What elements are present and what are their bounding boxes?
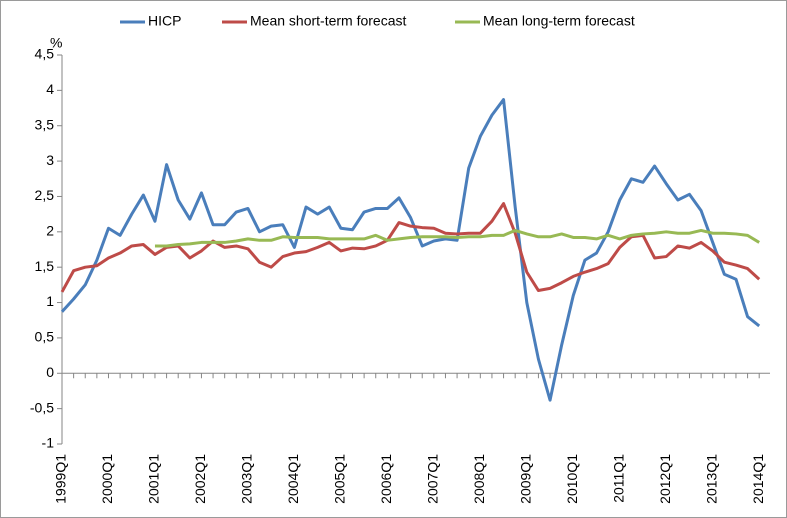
x-tick-label: 2009Q1 <box>518 454 534 504</box>
x-tick-label: 2007Q1 <box>425 454 441 504</box>
y-tick-label: 0 <box>46 364 54 380</box>
y-tick-label: 1 <box>46 293 54 309</box>
legend-label: Mean long-term forecast <box>483 13 635 29</box>
x-tick-label: 2000Q1 <box>99 454 115 504</box>
y-tick-label: -0,5 <box>30 399 54 415</box>
y-tick-label: 4,5 <box>35 46 55 62</box>
y-tick-label: 2,5 <box>35 187 55 203</box>
y-tick-label: 3 <box>46 152 54 168</box>
x-tick-label: 2010Q1 <box>564 454 580 504</box>
x-tick-label: 1999Q1 <box>53 454 69 504</box>
series-line <box>154 228 760 248</box>
y-tick-label: 0,5 <box>35 329 55 345</box>
x-tick-label: 2008Q1 <box>471 454 487 504</box>
x-tick-label: 2006Q1 <box>378 454 394 504</box>
y-tick-label: 4 <box>46 81 54 97</box>
x-tick-label: 2014Q1 <box>750 454 766 504</box>
x-tick-label: 2012Q1 <box>657 454 673 504</box>
x-tick-label: 2004Q1 <box>285 454 301 504</box>
y-axis-label: % <box>50 35 62 51</box>
x-tick-label: 2003Q1 <box>239 454 255 504</box>
x-tick-label: 2001Q1 <box>146 454 162 504</box>
y-tick-label: 1,5 <box>35 258 55 274</box>
series-line <box>60 98 761 402</box>
x-tick-label: 2013Q1 <box>703 454 719 504</box>
y-tick-label: -1 <box>42 435 55 451</box>
legend-label: Mean short-term forecast <box>250 13 406 29</box>
x-tick-label: 2011Q1 <box>610 454 626 503</box>
legend-label: HICP <box>148 13 181 29</box>
y-tick-label: 2 <box>46 223 54 239</box>
x-tick-label: 2005Q1 <box>332 454 348 504</box>
y-tick-label: 3,5 <box>35 116 55 132</box>
x-tick-label: 2002Q1 <box>192 454 208 504</box>
